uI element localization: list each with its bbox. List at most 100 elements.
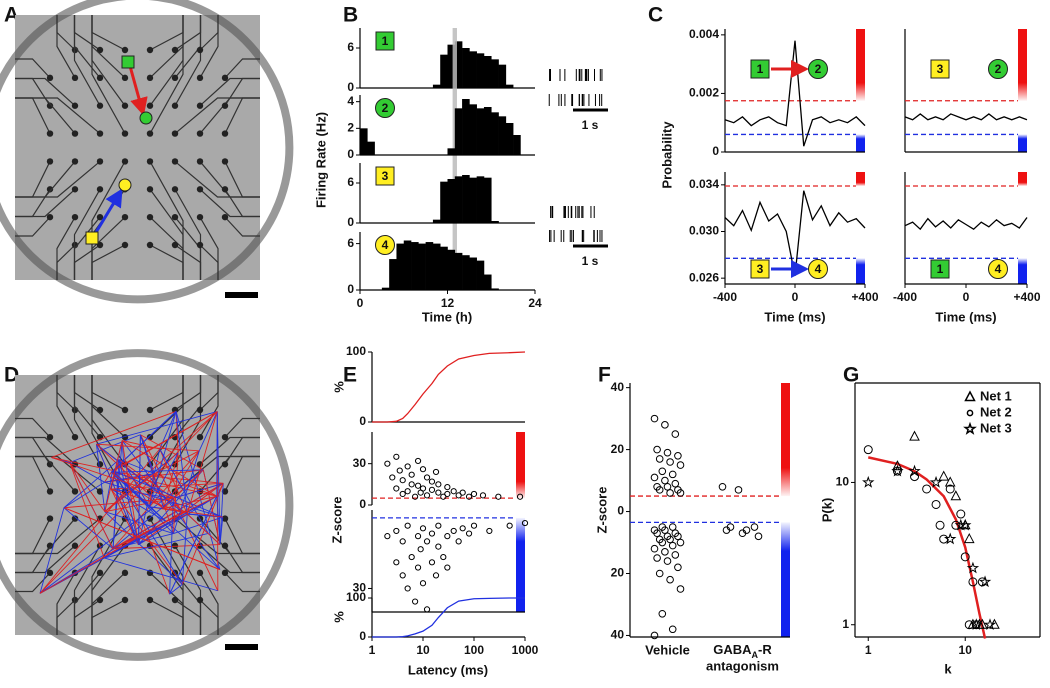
bar [389, 259, 397, 290]
electrode [46, 102, 54, 109]
point [404, 463, 411, 470]
point [863, 445, 873, 455]
point [951, 520, 961, 530]
y-axis-label: P(k) [819, 498, 834, 523]
trace [224, 518, 260, 555]
point [650, 544, 659, 553]
point [393, 485, 400, 492]
badge-label: 1 [757, 62, 764, 76]
line [904, 113, 1028, 121]
y-tick-label: 40 [611, 628, 625, 642]
trace [224, 545, 260, 574]
bar [462, 175, 470, 223]
x-tick-label: +400 [1013, 290, 1040, 304]
electrode [171, 102, 179, 109]
bar [432, 84, 441, 88]
point [486, 527, 493, 535]
point [668, 470, 677, 479]
electrode [71, 542, 79, 549]
x-tick-label: -400 [893, 290, 917, 304]
point [956, 509, 966, 519]
point [944, 532, 957, 545]
point [978, 575, 992, 588]
bar [425, 242, 434, 290]
connection [103, 450, 200, 559]
trace [15, 160, 101, 198]
point [435, 489, 442, 496]
x-tick-label: 1 [865, 643, 872, 657]
electrode [121, 158, 129, 165]
trace [15, 216, 51, 237]
y-tick-label: 0 [347, 147, 354, 161]
x-axis-label: k [944, 661, 952, 676]
electrode [221, 102, 229, 109]
bar [447, 44, 456, 88]
y-tick-label: 0.004 [689, 27, 719, 41]
connection [104, 497, 174, 513]
scale-bar [225, 292, 258, 298]
point [479, 492, 487, 499]
electrode [46, 433, 54, 441]
electrode [46, 515, 54, 522]
electrode [96, 488, 104, 495]
trace [15, 436, 76, 465]
bar [476, 176, 485, 223]
trace [15, 545, 76, 574]
connection [121, 440, 139, 545]
trace [15, 417, 51, 438]
bar [454, 176, 463, 223]
electrode [171, 241, 179, 249]
micrograph-a [0, 0, 294, 304]
connection [69, 434, 141, 463]
electrode [96, 213, 104, 221]
point [668, 523, 677, 531]
electrode [171, 130, 179, 137]
point [963, 421, 977, 435]
y-tick-label: 0.030 [689, 224, 719, 238]
x-axis-label: Time (ms) [935, 309, 996, 324]
connection [96, 443, 200, 452]
connection [173, 482, 224, 499]
electrode [196, 130, 204, 137]
point [414, 482, 422, 489]
neuron [139, 111, 153, 125]
label-part: -R [758, 642, 772, 657]
point [970, 618, 983, 631]
bar [462, 48, 470, 88]
bar [381, 287, 390, 290]
bar [483, 56, 492, 88]
connection [63, 459, 120, 509]
connection [39, 507, 65, 594]
electrode [196, 596, 204, 604]
connection [69, 462, 114, 549]
point [412, 598, 419, 605]
point [428, 478, 436, 485]
trace [224, 161, 260, 198]
point [506, 522, 513, 529]
y-tick-label: 0 [347, 215, 354, 229]
bar [491, 59, 499, 88]
electrode [71, 515, 79, 522]
trace [73, 375, 101, 465]
point [465, 530, 473, 537]
connection [104, 511, 174, 534]
trace [224, 97, 260, 134]
colorbar [781, 522, 790, 637]
bar [505, 84, 514, 88]
bar [440, 54, 448, 88]
colorbar [781, 383, 790, 497]
y-tick-label: 0 [359, 414, 366, 428]
point [423, 606, 431, 613]
bar [454, 108, 463, 155]
point [440, 493, 447, 500]
point [435, 543, 442, 550]
connection [172, 498, 219, 591]
badge [750, 59, 770, 79]
point [428, 559, 436, 566]
y-axis-label: Z-score [594, 487, 609, 534]
badge-label: 1 [382, 34, 389, 48]
y-axis-label: % [331, 381, 346, 393]
point [676, 585, 685, 593]
point [661, 548, 669, 556]
electrode [96, 74, 104, 82]
